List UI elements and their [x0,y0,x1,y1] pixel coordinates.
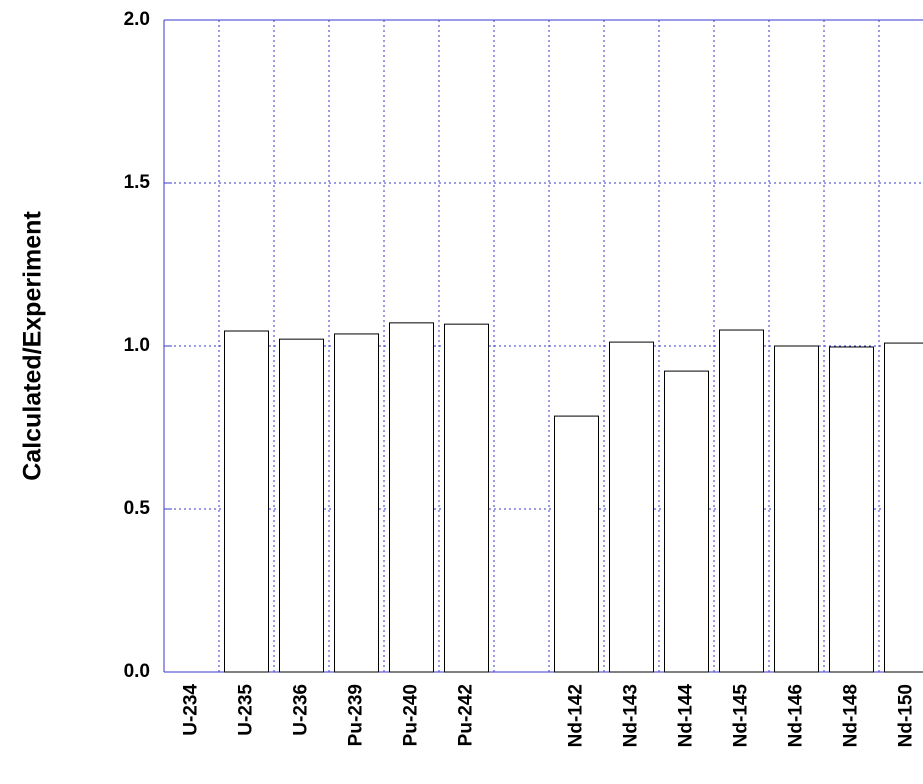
x-tick-label: Nd-142 [566,684,587,747]
x-tick-label: Nd-144 [676,684,697,748]
bar [664,370,709,673]
y-axis-label: Calculated/Experiment [19,211,47,481]
y-tick-label: 0.5 [124,498,151,519]
bar [884,342,923,673]
x-tick-label: Pu-240 [401,684,422,746]
x-tick-label: Nd-145 [731,684,752,748]
bar [389,322,434,673]
x-tick-label: Nd-143 [621,684,642,747]
x-tick-label: U-236 [291,684,312,736]
y-tick-label: 1.0 [124,335,150,356]
x-tick-label: Pu-242 [456,684,477,746]
bar [719,329,764,673]
bar [774,345,819,673]
bar [444,323,489,673]
bar [609,341,654,673]
x-tick-label: Nd-150 [896,684,917,747]
bar [829,346,874,673]
bar [224,330,269,673]
x-tick-label: Nd-148 [841,684,862,747]
x-tick-label: U-235 [236,684,257,736]
bar [279,338,324,673]
y-tick-label: 0.0 [124,661,150,682]
x-tick-label: U-234 [181,684,202,736]
y-tick-label: 1.5 [124,172,151,193]
bar [334,333,379,673]
y-tick-label: 2.0 [124,9,150,30]
x-tick-label: Nd-146 [786,684,807,747]
bar [554,415,599,673]
x-tick-label: Pu-239 [346,684,367,746]
